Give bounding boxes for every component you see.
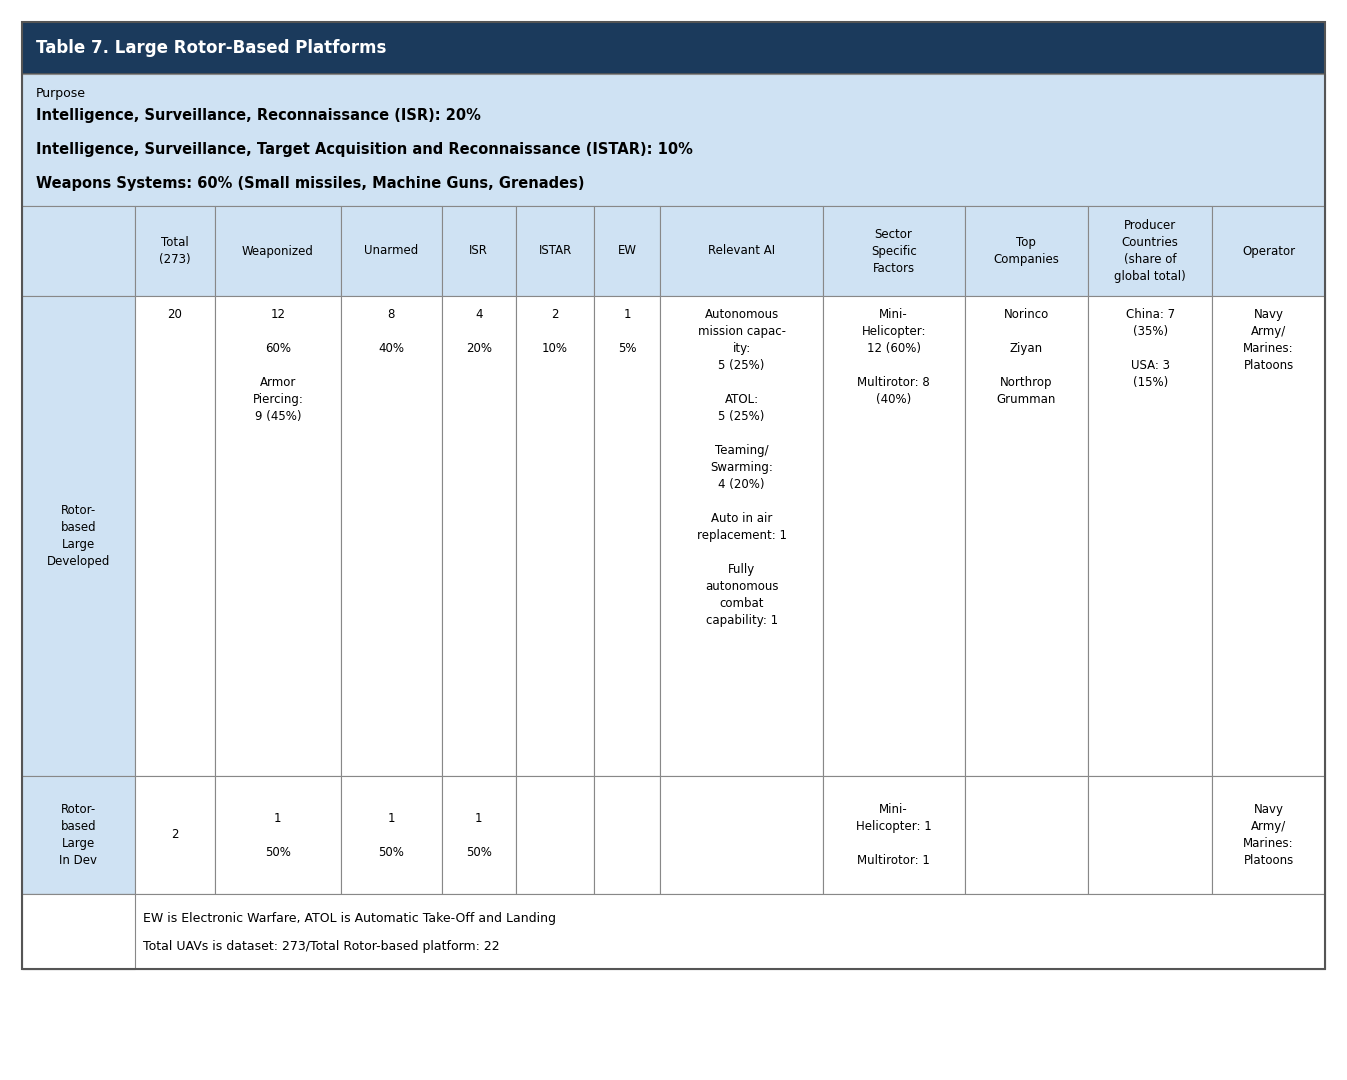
Text: Unarmed: Unarmed <box>364 244 419 257</box>
Text: Total
(273): Total (273) <box>159 237 190 266</box>
Text: Rotor-
based
Large
Developed: Rotor- based Large Developed <box>47 504 110 568</box>
Text: 12

60%

Armor
Piercing:
9 (45%): 12 60% Armor Piercing: 9 (45%) <box>252 308 303 423</box>
Text: Norinco

Ziyan

Northrop
Grumman: Norinco Ziyan Northrop Grumman <box>997 308 1056 406</box>
Bar <box>594 296 660 777</box>
Bar <box>135 296 214 777</box>
Bar <box>135 777 214 894</box>
Text: Total UAVs is dataset: 273/Total Rotor-based platform: 22: Total UAVs is dataset: 273/Total Rotor-b… <box>143 940 500 953</box>
Text: ISR: ISR <box>469 244 488 257</box>
Text: Intelligence, Surveillance, Reconnaissance (ISR): 20%: Intelligence, Surveillance, Reconnaissan… <box>36 108 481 123</box>
Bar <box>135 206 214 296</box>
Text: 1

50%: 1 50% <box>379 811 404 859</box>
Bar <box>22 894 135 969</box>
Text: EW: EW <box>618 244 637 257</box>
Bar <box>823 777 964 894</box>
Bar <box>594 206 660 296</box>
Bar <box>1088 777 1212 894</box>
Bar <box>22 75 1325 206</box>
Bar <box>823 296 964 777</box>
Bar <box>1212 206 1325 296</box>
Text: EW is Electronic Warfare, ATOL is Automatic Take-Off and Landing: EW is Electronic Warfare, ATOL is Automa… <box>143 912 556 924</box>
Bar <box>660 206 823 296</box>
Bar <box>22 894 1325 969</box>
Text: 4

20%: 4 20% <box>466 308 492 355</box>
Bar <box>442 777 516 894</box>
Text: Weapons Systems: 60% (Small missiles, Machine Guns, Grenades): Weapons Systems: 60% (Small missiles, Ma… <box>36 176 585 191</box>
Text: Sector
Specific
Factors: Sector Specific Factors <box>870 228 916 274</box>
Bar <box>660 777 823 894</box>
Bar <box>516 777 594 894</box>
Bar <box>823 206 964 296</box>
Text: 8

40%: 8 40% <box>379 308 404 355</box>
Bar <box>341 777 442 894</box>
Text: 2

10%: 2 10% <box>543 308 568 355</box>
Text: Navy
Army/
Marines:
Platoons: Navy Army/ Marines: Platoons <box>1243 804 1294 867</box>
Text: Operator: Operator <box>1242 244 1296 257</box>
Bar <box>214 206 341 296</box>
Text: Autonomous
mission capac-
ity:
5 (25%)

ATOL:
5 (25%)

Teaming/
Swarming:
4 (20%: Autonomous mission capac- ity: 5 (25%) A… <box>696 308 787 627</box>
Text: 2: 2 <box>171 828 179 841</box>
Bar <box>22 22 1325 969</box>
Bar <box>516 296 594 777</box>
Bar <box>964 777 1088 894</box>
Bar <box>594 777 660 894</box>
Bar <box>1088 206 1212 296</box>
Bar <box>22 296 135 777</box>
Text: 1

5%: 1 5% <box>618 308 637 355</box>
Bar <box>214 296 341 777</box>
Text: Weaponized: Weaponized <box>242 244 314 257</box>
Bar <box>516 206 594 296</box>
Bar <box>341 206 442 296</box>
Bar <box>964 296 1088 777</box>
Bar <box>22 22 1325 75</box>
Text: Relevant AI: Relevant AI <box>709 244 775 257</box>
Text: Rotor-
based
Large
In Dev: Rotor- based Large In Dev <box>59 804 97 867</box>
Bar <box>22 206 135 296</box>
Text: Mini-
Helicopter:
12 (60%)

Multirotor: 8
(40%): Mini- Helicopter: 12 (60%) Multirotor: 8… <box>857 308 929 406</box>
Bar <box>442 296 516 777</box>
Bar <box>214 777 341 894</box>
Text: Mini-
Helicopter: 1

Multirotor: 1: Mini- Helicopter: 1 Multirotor: 1 <box>855 804 932 867</box>
Bar <box>1088 296 1212 777</box>
Bar <box>1212 777 1325 894</box>
Text: 1

50%: 1 50% <box>466 811 492 859</box>
Text: Intelligence, Surveillance, Target Acquisition and Reconnaissance (ISTAR): 10%: Intelligence, Surveillance, Target Acqui… <box>36 141 692 157</box>
Text: Producer
Countries
(share of
global total): Producer Countries (share of global tota… <box>1114 219 1187 283</box>
Bar <box>341 296 442 777</box>
Bar <box>660 296 823 777</box>
Text: Navy
Army/
Marines:
Platoons: Navy Army/ Marines: Platoons <box>1243 308 1294 372</box>
Text: China: 7
(35%)

USA: 3
(15%): China: 7 (35%) USA: 3 (15%) <box>1126 308 1175 389</box>
Bar <box>964 206 1088 296</box>
Text: 1

50%: 1 50% <box>265 811 291 859</box>
Bar <box>1212 296 1325 777</box>
Text: ISTAR: ISTAR <box>539 244 571 257</box>
Text: Top
Companies: Top Companies <box>994 237 1059 266</box>
Text: Table 7. Large Rotor-Based Platforms: Table 7. Large Rotor-Based Platforms <box>36 39 387 57</box>
Text: 20: 20 <box>167 308 182 321</box>
Bar <box>442 206 516 296</box>
Text: Purpose: Purpose <box>36 87 86 100</box>
Bar <box>22 777 135 894</box>
